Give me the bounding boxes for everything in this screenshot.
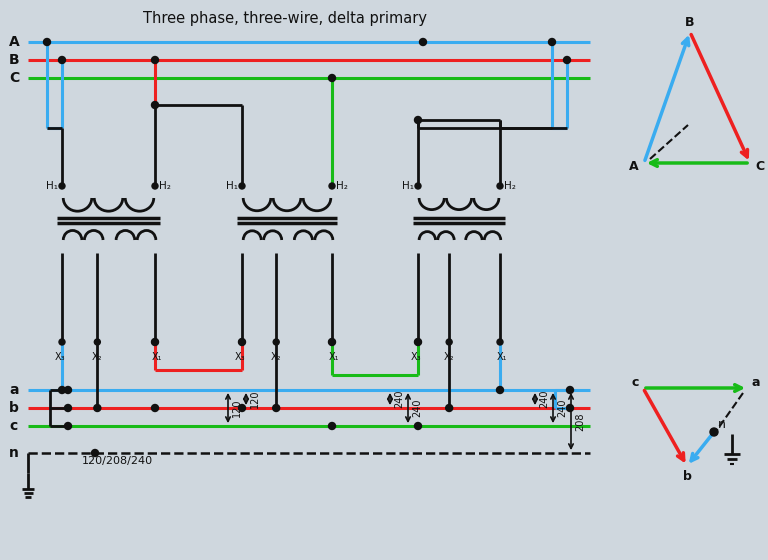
Text: 120/208/240: 120/208/240 <box>82 456 153 466</box>
Circle shape <box>710 428 718 436</box>
Circle shape <box>152 183 158 189</box>
Circle shape <box>273 339 280 345</box>
Text: c: c <box>10 419 18 433</box>
Text: X₂: X₂ <box>444 352 455 362</box>
Text: X₃: X₃ <box>411 352 422 362</box>
Circle shape <box>151 404 158 412</box>
Text: B: B <box>8 53 19 67</box>
Text: X₁: X₁ <box>329 352 339 362</box>
Text: n: n <box>9 446 19 460</box>
Circle shape <box>567 404 574 412</box>
Circle shape <box>419 39 426 45</box>
Circle shape <box>65 404 71 412</box>
Circle shape <box>415 183 421 189</box>
Circle shape <box>59 183 65 189</box>
Circle shape <box>59 339 65 345</box>
Text: A: A <box>629 161 639 174</box>
Text: H₁: H₁ <box>46 181 58 191</box>
Circle shape <box>329 74 336 82</box>
Circle shape <box>91 450 98 456</box>
Circle shape <box>94 339 101 345</box>
Text: c: c <box>631 376 639 389</box>
Circle shape <box>58 386 65 394</box>
Circle shape <box>446 339 452 345</box>
Circle shape <box>151 101 158 109</box>
Text: H₂: H₂ <box>159 181 171 191</box>
Circle shape <box>151 57 158 63</box>
Circle shape <box>445 404 452 412</box>
Text: A: A <box>8 35 19 49</box>
Text: H₂: H₂ <box>336 181 348 191</box>
Circle shape <box>273 404 280 412</box>
Circle shape <box>496 386 504 394</box>
Circle shape <box>239 339 245 345</box>
Circle shape <box>497 183 503 189</box>
Text: 240: 240 <box>394 390 404 408</box>
Circle shape <box>151 338 158 346</box>
Text: B: B <box>685 16 695 29</box>
Text: 120: 120 <box>232 399 242 417</box>
Circle shape <box>329 183 335 189</box>
Text: H₁: H₁ <box>226 181 238 191</box>
Text: X₃: X₃ <box>235 352 245 362</box>
Circle shape <box>44 39 51 45</box>
Circle shape <box>415 339 421 345</box>
Text: H₁: H₁ <box>402 181 414 191</box>
Text: 240: 240 <box>412 399 422 417</box>
Circle shape <box>564 57 571 63</box>
Circle shape <box>152 339 158 345</box>
Circle shape <box>58 57 65 63</box>
Circle shape <box>65 386 71 394</box>
Text: X₁: X₁ <box>152 352 162 362</box>
Text: 240: 240 <box>557 399 567 417</box>
Text: Three phase, three-wire, delta primary: Three phase, three-wire, delta primary <box>143 11 427 26</box>
Circle shape <box>239 404 246 412</box>
Circle shape <box>567 386 574 394</box>
Circle shape <box>548 39 555 45</box>
Text: H₂: H₂ <box>504 181 516 191</box>
Circle shape <box>65 422 71 430</box>
Circle shape <box>497 339 503 345</box>
Circle shape <box>239 338 246 346</box>
Text: X₂: X₂ <box>271 352 281 362</box>
Circle shape <box>329 339 335 345</box>
Circle shape <box>415 116 422 124</box>
Circle shape <box>329 422 336 430</box>
Text: b: b <box>9 401 19 415</box>
Text: X₃: X₃ <box>55 352 65 362</box>
Text: a: a <box>9 383 18 397</box>
Text: b: b <box>683 470 691 483</box>
Circle shape <box>94 404 101 412</box>
Circle shape <box>415 422 422 430</box>
Text: 240: 240 <box>539 390 549 408</box>
Text: C: C <box>756 161 765 174</box>
Text: X₁: X₁ <box>497 352 507 362</box>
Text: X₂: X₂ <box>92 352 103 362</box>
Text: n: n <box>718 418 726 431</box>
Text: 120: 120 <box>250 390 260 408</box>
Text: C: C <box>9 71 19 85</box>
Text: 208: 208 <box>575 412 585 431</box>
Circle shape <box>239 183 245 189</box>
Text: a: a <box>752 376 760 389</box>
Circle shape <box>329 338 336 346</box>
Circle shape <box>415 338 422 346</box>
